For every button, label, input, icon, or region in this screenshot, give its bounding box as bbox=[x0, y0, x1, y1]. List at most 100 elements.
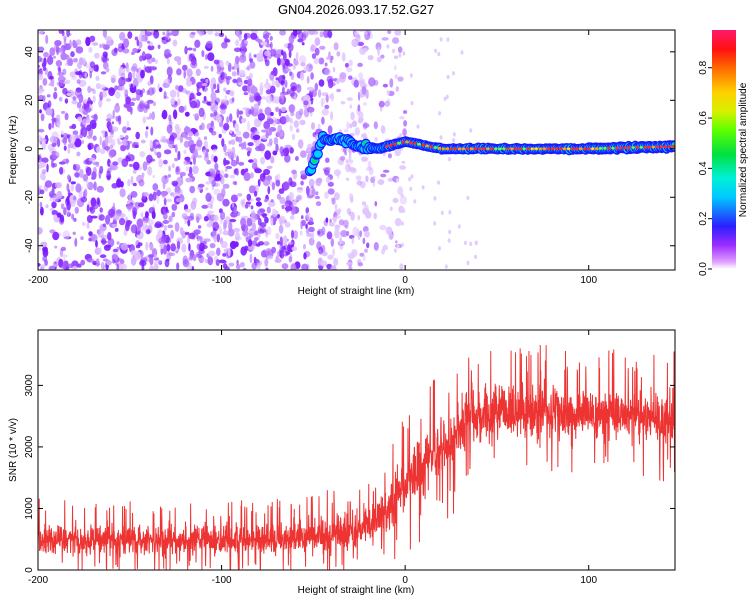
noise-blob bbox=[75, 39, 82, 46]
signal-peak bbox=[530, 147, 534, 151]
noise-blob bbox=[203, 95, 207, 102]
noise-blob bbox=[246, 150, 251, 157]
noise-blob bbox=[314, 37, 321, 46]
noise-blob bbox=[206, 222, 213, 228]
noise-blob bbox=[191, 165, 199, 175]
noise-blob bbox=[293, 59, 299, 66]
noise-blob bbox=[293, 94, 297, 101]
noise-blob bbox=[174, 157, 179, 162]
noise-blob bbox=[361, 86, 367, 95]
noise-blob bbox=[53, 44, 59, 51]
noise-blob bbox=[167, 224, 174, 229]
noise-blob bbox=[131, 97, 137, 102]
noise-blob bbox=[164, 78, 171, 84]
noise-blob bbox=[394, 65, 397, 71]
noise-blob bbox=[146, 116, 151, 120]
noise-blob bbox=[299, 55, 307, 64]
noise-blob bbox=[242, 141, 247, 150]
noise-blob bbox=[168, 165, 172, 172]
noise-blob bbox=[311, 30, 319, 35]
noise-blob bbox=[108, 87, 115, 97]
noise-blob bbox=[55, 60, 63, 67]
noise-blob bbox=[201, 100, 209, 104]
colorbar-tick-label: 0.4 bbox=[698, 161, 709, 175]
noise-blob bbox=[53, 91, 58, 100]
noise-blob bbox=[437, 51, 441, 57]
spectrogram-x-tick-label: 0 bbox=[402, 275, 408, 286]
noise-blob bbox=[311, 89, 317, 97]
noise-blob bbox=[288, 50, 292, 58]
noise-blob bbox=[185, 166, 190, 171]
noise-blob bbox=[110, 164, 119, 171]
noise-blob bbox=[334, 229, 340, 239]
noise-blob bbox=[225, 76, 232, 80]
noise-blob bbox=[203, 136, 208, 141]
noise-blob bbox=[67, 143, 75, 149]
noise-blob bbox=[273, 96, 281, 104]
noise-blob bbox=[393, 248, 397, 253]
spectrogram-x-tick-label: -200 bbox=[28, 275, 48, 286]
noise-blob bbox=[172, 183, 178, 187]
noise-blob bbox=[250, 212, 257, 223]
noise-blob bbox=[254, 168, 262, 174]
noise-blob bbox=[181, 213, 188, 219]
noise-blob bbox=[440, 210, 444, 215]
snr-panel: -200 -100 0 100 0 1000 2000 3000 Height of str… bbox=[8, 329, 676, 596]
noise-blob bbox=[183, 69, 186, 79]
noise-blob bbox=[184, 111, 190, 117]
noise-blob bbox=[221, 138, 225, 148]
signal-peak bbox=[502, 147, 506, 151]
noise-blob bbox=[122, 62, 125, 69]
noise-blob bbox=[107, 231, 112, 241]
noise-blob bbox=[243, 172, 251, 182]
noise-blob bbox=[346, 67, 353, 73]
noise-blob bbox=[326, 231, 333, 240]
noise-blob bbox=[233, 227, 241, 233]
noise-blob bbox=[272, 150, 278, 156]
noise-blob bbox=[210, 91, 217, 101]
signal-peak bbox=[526, 147, 530, 151]
noise-blob bbox=[67, 189, 71, 199]
noise-blob bbox=[348, 59, 353, 67]
noise-blob bbox=[313, 57, 320, 65]
snr-marks bbox=[38, 344, 675, 570]
noise-blob bbox=[434, 48, 438, 53]
noise-blob bbox=[169, 135, 175, 142]
noise-blob bbox=[199, 242, 205, 252]
noise-blob bbox=[359, 230, 363, 237]
noise-blob bbox=[340, 230, 348, 238]
noise-blob bbox=[278, 188, 285, 194]
noise-blob bbox=[112, 161, 119, 166]
noise-blob bbox=[255, 243, 261, 247]
noise-blob bbox=[346, 121, 350, 130]
noise-blob bbox=[229, 90, 235, 97]
noise-blob bbox=[82, 129, 87, 138]
noise-blob bbox=[139, 151, 146, 158]
noise-blob bbox=[446, 74, 450, 80]
signal-peak bbox=[586, 147, 591, 151]
signal-peak bbox=[671, 145, 675, 148]
noise-blob bbox=[250, 132, 256, 137]
noise-blob bbox=[119, 188, 126, 198]
noise-blob bbox=[177, 59, 182, 66]
noise-blob bbox=[222, 263, 228, 269]
noise-blob bbox=[362, 237, 366, 245]
noise-blob bbox=[244, 203, 249, 209]
noise-blob bbox=[373, 242, 379, 251]
noise-blob bbox=[125, 219, 131, 227]
noise-blob bbox=[306, 76, 310, 84]
signal-peak bbox=[445, 147, 450, 151]
noise-blob bbox=[94, 52, 100, 59]
noise-blob bbox=[315, 191, 319, 196]
noise-blob bbox=[161, 109, 168, 120]
noise-blob bbox=[437, 180, 440, 185]
noise-blob bbox=[142, 161, 148, 171]
noise-blob bbox=[326, 56, 332, 60]
noise-blob bbox=[228, 262, 235, 267]
noise-blob bbox=[230, 139, 236, 145]
noise-blob bbox=[292, 230, 299, 240]
noise-blob bbox=[308, 64, 313, 69]
noise-blob bbox=[132, 70, 136, 79]
noise-blob bbox=[119, 265, 123, 270]
noise-blob bbox=[225, 165, 233, 170]
